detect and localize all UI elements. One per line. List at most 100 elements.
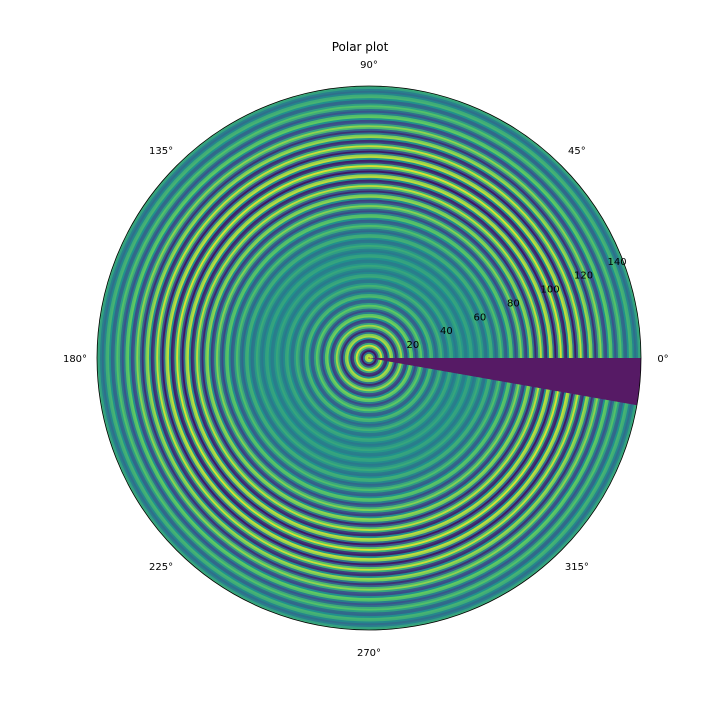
ring-band xyxy=(233,222,505,494)
ring-band xyxy=(202,191,536,525)
ring-band xyxy=(331,320,407,396)
ring-band xyxy=(277,266,461,450)
ring-band xyxy=(179,168,559,548)
ring-band xyxy=(300,289,438,427)
ring-band xyxy=(171,161,567,555)
ring-band xyxy=(295,284,443,432)
ring-band xyxy=(284,273,454,443)
ring-band xyxy=(246,235,492,481)
ring-band xyxy=(333,322,405,394)
ring-band xyxy=(135,124,603,592)
ring-band xyxy=(257,246,481,470)
ring-band xyxy=(104,93,634,623)
angular-tick-label: 180° xyxy=(63,354,87,365)
ring-band xyxy=(355,344,383,372)
ring-band xyxy=(132,121,606,595)
ring-band xyxy=(124,113,614,603)
ring-band xyxy=(231,220,507,496)
radial-tick-label: 120 xyxy=(574,271,593,282)
ring-band xyxy=(153,142,585,574)
ring-band xyxy=(240,229,498,487)
ring-band xyxy=(307,296,431,420)
ring-band xyxy=(259,248,480,468)
ring-band xyxy=(166,155,572,561)
angular-tick-label: 90° xyxy=(360,60,378,71)
ring-band xyxy=(291,280,447,436)
ring-band xyxy=(338,327,400,389)
ring-band xyxy=(173,162,565,554)
ring-band xyxy=(157,146,581,570)
ring-band xyxy=(108,97,630,619)
ring-band xyxy=(224,213,514,503)
ring-band xyxy=(141,130,597,586)
ring-band xyxy=(110,99,628,617)
ring-band xyxy=(362,351,376,365)
angular-tick-label: 0° xyxy=(657,354,668,365)
ring-band xyxy=(219,208,519,508)
ring-band xyxy=(97,86,641,630)
ring-band xyxy=(322,311,416,405)
ring-band xyxy=(356,345,382,371)
ring-band xyxy=(326,315,412,401)
ring-band xyxy=(342,331,396,385)
angular-tick-label: 270° xyxy=(357,648,381,659)
ring-band xyxy=(126,115,612,601)
ring-band xyxy=(230,219,509,498)
ring-band xyxy=(311,300,427,416)
ring-band xyxy=(351,340,387,376)
ring-band xyxy=(155,144,583,572)
ring-band xyxy=(297,286,441,430)
ring-band xyxy=(358,347,380,369)
ring-band xyxy=(313,302,425,414)
ring-band xyxy=(278,267,460,449)
ring-band xyxy=(177,166,561,550)
ring-band xyxy=(360,349,378,367)
ring-band xyxy=(191,180,547,536)
ring-band xyxy=(366,355,373,362)
ring-band xyxy=(273,262,465,454)
ring-band xyxy=(335,324,403,392)
ring-band xyxy=(255,244,483,472)
ring-band xyxy=(99,88,639,628)
radial-tick-label: 20 xyxy=(407,340,420,351)
ring-band xyxy=(306,295,432,421)
ring-band xyxy=(288,276,450,439)
angular-tick-label: 225° xyxy=(149,562,173,573)
ring-band xyxy=(123,112,616,604)
ring-band xyxy=(346,335,392,381)
ring-band xyxy=(244,233,494,483)
ring-band xyxy=(248,237,490,479)
ring-layer xyxy=(97,86,641,630)
ring-band xyxy=(112,101,626,615)
chart-title: Polar plot xyxy=(331,40,389,54)
ring-band xyxy=(101,90,637,626)
ring-band xyxy=(197,186,541,530)
ring-band xyxy=(121,110,617,606)
ring-band xyxy=(217,206,521,510)
ring-band xyxy=(302,291,436,425)
ring-band xyxy=(117,106,621,610)
ring-band xyxy=(249,238,489,478)
ring-band xyxy=(269,258,469,458)
ring-band xyxy=(275,264,463,452)
ring-band xyxy=(152,141,586,575)
ring-band xyxy=(226,215,512,501)
ring-band xyxy=(182,171,556,545)
radial-tick-label: 60 xyxy=(474,312,487,323)
ring-band xyxy=(253,242,485,474)
ring-band xyxy=(260,249,478,467)
ring-band xyxy=(103,92,635,624)
ring-band xyxy=(282,271,456,445)
ring-band xyxy=(349,338,389,378)
ring-band xyxy=(186,175,552,541)
ring-band xyxy=(184,173,554,543)
angular-tick-label: 315° xyxy=(565,562,589,573)
ring-band xyxy=(289,278,449,438)
ring-band xyxy=(327,316,411,400)
ring-band xyxy=(298,287,440,429)
ring-band xyxy=(115,104,623,612)
radial-tick-label: 100 xyxy=(541,285,560,296)
ring-band xyxy=(175,164,563,552)
ring-band xyxy=(130,119,608,597)
